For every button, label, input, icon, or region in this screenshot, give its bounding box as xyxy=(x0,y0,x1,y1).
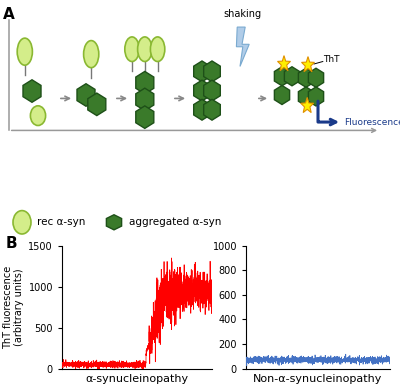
Polygon shape xyxy=(308,68,324,87)
Polygon shape xyxy=(278,56,290,71)
Polygon shape xyxy=(236,27,249,66)
Polygon shape xyxy=(284,67,300,86)
Text: Fluorescence: Fluorescence xyxy=(344,117,400,126)
Polygon shape xyxy=(106,215,122,230)
Polygon shape xyxy=(274,85,290,105)
Text: rec α-syn: rec α-syn xyxy=(37,217,85,227)
Polygon shape xyxy=(136,106,154,128)
Ellipse shape xyxy=(150,37,165,62)
Polygon shape xyxy=(194,61,210,82)
Ellipse shape xyxy=(17,38,32,65)
Polygon shape xyxy=(136,71,154,94)
Polygon shape xyxy=(204,61,220,82)
Ellipse shape xyxy=(84,41,99,68)
Polygon shape xyxy=(274,67,290,86)
Polygon shape xyxy=(204,99,220,120)
Text: aggregated α-syn: aggregated α-syn xyxy=(129,217,221,227)
Ellipse shape xyxy=(138,37,152,62)
Polygon shape xyxy=(77,84,95,106)
Polygon shape xyxy=(302,57,314,72)
Ellipse shape xyxy=(125,37,139,62)
Text: B: B xyxy=(6,236,18,251)
X-axis label: α-synucleinopathy: α-synucleinopathy xyxy=(86,374,188,384)
Ellipse shape xyxy=(30,106,46,126)
Polygon shape xyxy=(194,99,210,120)
Polygon shape xyxy=(88,93,106,115)
Text: shaking: shaking xyxy=(223,9,261,19)
X-axis label: Non-α-synucleinopathy: Non-α-synucleinopathy xyxy=(253,374,383,384)
Polygon shape xyxy=(204,80,220,101)
Text: ThT: ThT xyxy=(323,55,340,64)
Polygon shape xyxy=(194,80,210,101)
Ellipse shape xyxy=(13,211,31,234)
Polygon shape xyxy=(298,68,314,87)
Polygon shape xyxy=(136,88,154,111)
Y-axis label: ThT fluorescence
(arbitrary units): ThT fluorescence (arbitrary units) xyxy=(2,266,24,349)
Polygon shape xyxy=(298,87,314,106)
Polygon shape xyxy=(301,98,314,113)
Polygon shape xyxy=(308,87,324,106)
Text: A: A xyxy=(3,7,15,22)
Polygon shape xyxy=(23,80,41,102)
